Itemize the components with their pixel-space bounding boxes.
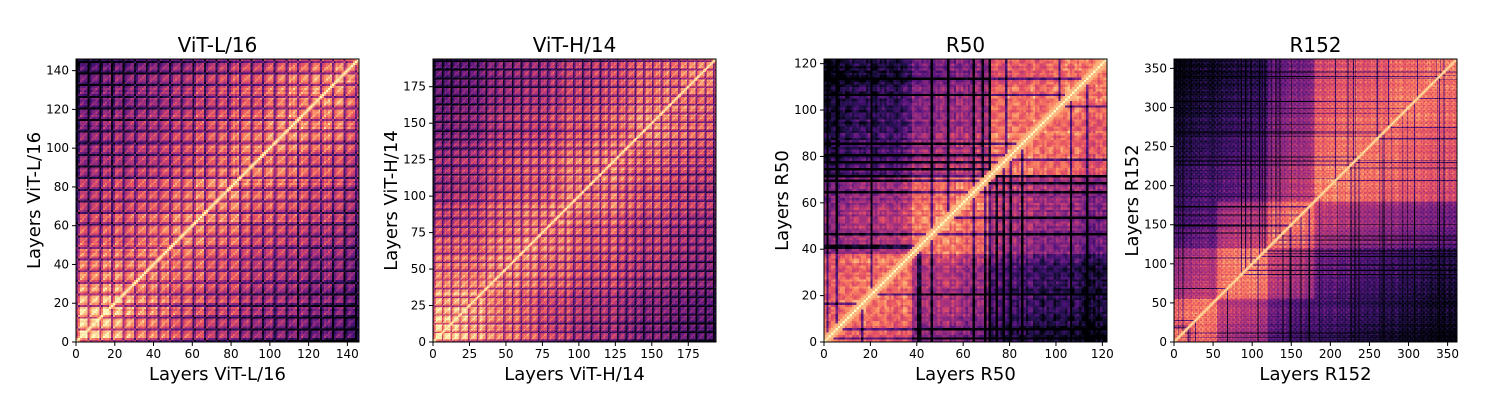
y-tick-label: 150 — [403, 116, 426, 130]
x-axis-label: Layers ViT-H/14 — [504, 364, 645, 385]
y-axis-label: Layers R50 — [772, 150, 793, 251]
y-tick-label: 40 — [802, 242, 817, 256]
heatmap-image — [1174, 59, 1457, 342]
x-tick-label: 60 — [956, 347, 971, 361]
x-tick-label: 20 — [863, 347, 878, 361]
x-tick-label: 300 — [1397, 347, 1420, 361]
y-tick-label: 100 — [794, 103, 817, 117]
x-tick-label: 50 — [498, 347, 513, 361]
y-tick-label: 140 — [46, 64, 69, 78]
x-tick-label: 350 — [1436, 347, 1459, 361]
y-tick-label: 25 — [411, 299, 426, 313]
plot-frame — [1173, 58, 1458, 343]
y-tick-label: 75 — [411, 226, 426, 240]
x-tick-label: 0 — [72, 347, 80, 361]
heatmap-panel-1: ViT-L/16 Layers ViT-L/16 Layers ViT-L/16 00… — [24, 33, 360, 385]
y-tick-label: 150 — [1144, 218, 1167, 232]
y-tick-label: 120 — [794, 57, 817, 71]
x-tick-label: 150 — [1280, 347, 1303, 361]
y-tick-label: 80 — [802, 149, 817, 163]
panel-title: ViT-H/14 — [533, 33, 617, 57]
y-tick-label: 50 — [1152, 296, 1167, 310]
x-tick-label: 100 — [1241, 347, 1264, 361]
x-axis-label: Layers ViT-L/16 — [149, 364, 286, 385]
y-tick-label: 100 — [46, 141, 69, 155]
y-tick-label: 50 — [411, 262, 426, 276]
x-tick-label: 75 — [535, 347, 550, 361]
x-tick-label: 250 — [1358, 347, 1381, 361]
heatmap-image — [76, 59, 359, 342]
x-tick-label: 140 — [336, 347, 359, 361]
x-tick-label: 0 — [820, 347, 828, 361]
y-tick-label: 200 — [1144, 179, 1167, 193]
y-tick-label: 20 — [54, 296, 69, 310]
plot-frame — [432, 58, 717, 343]
x-tick-label: 80 — [223, 347, 238, 361]
heatmap-panel-2: ViT-H/14 Layers ViT-H/14 Layers ViT-H/14 00… — [381, 33, 717, 385]
x-axis-label: Layers R152 — [1259, 364, 1371, 385]
x-tick-label: 25 — [462, 347, 477, 361]
y-axis-label: Layers R152 — [1122, 144, 1143, 256]
heatmap-image — [433, 59, 716, 342]
x-tick-label: 200 — [1319, 347, 1342, 361]
x-tick-label: 40 — [909, 347, 924, 361]
x-tick-label: 50 — [1205, 347, 1220, 361]
y-tick-label: 0 — [61, 335, 69, 349]
y-tick-label: 175 — [403, 80, 426, 94]
y-tick-label: 80 — [54, 180, 69, 194]
x-tick-label: 100 — [1045, 347, 1068, 361]
x-tick-label: 20 — [107, 347, 122, 361]
x-tick-label: 125 — [604, 347, 627, 361]
x-tick-label: 120 — [297, 347, 320, 361]
y-tick-label: 60 — [54, 219, 69, 233]
heatmap-panel-3: R50 Layers R50 Layers R50 00 20 20 40 40 60 60 80 8… — [772, 33, 1114, 385]
x-tick-label: 150 — [640, 347, 663, 361]
x-axis-label: Layers R50 — [915, 364, 1016, 385]
y-tick-label: 20 — [802, 289, 817, 303]
y-tick-label: 0 — [809, 335, 817, 349]
y-tick-label: 60 — [802, 196, 817, 210]
x-tick-label: 60 — [185, 347, 200, 361]
y-tick-label: 100 — [1144, 257, 1167, 271]
y-tick-label: 0 — [1159, 335, 1167, 349]
heatmap-panel-4: R152 Layers R152 Layers R152 00 50 50 100 100 15… — [1122, 33, 1459, 385]
x-tick-label: 40 — [146, 347, 161, 361]
x-tick-label: 100 — [258, 347, 281, 361]
x-tick-label: 80 — [1002, 347, 1017, 361]
panel-title: R152 — [1289, 33, 1341, 57]
plot-frame — [75, 58, 360, 343]
panel-title: ViT-L/16 — [178, 33, 258, 57]
panel-title: R50 — [946, 33, 985, 57]
y-tick-label: 120 — [46, 102, 69, 116]
y-tick-label: 250 — [1144, 140, 1167, 154]
y-tick-label: 40 — [54, 257, 69, 271]
y-axis-label: Layers ViT-H/14 — [381, 130, 402, 271]
heatmap-image — [824, 59, 1107, 342]
x-tick-label: 0 — [1170, 347, 1178, 361]
y-tick-label: 350 — [1144, 61, 1167, 75]
y-tick-label: 0 — [418, 335, 426, 349]
x-tick-label: 120 — [1091, 347, 1114, 361]
x-tick-label: 0 — [429, 347, 437, 361]
y-tick-label: 300 — [1144, 100, 1167, 114]
y-tick-label: 125 — [403, 153, 426, 167]
plot-frame — [823, 58, 1108, 343]
x-tick-label: 175 — [677, 347, 700, 361]
y-tick-label: 100 — [403, 189, 426, 203]
y-axis-label: Layers ViT-L/16 — [24, 132, 45, 269]
x-tick-label: 100 — [567, 347, 590, 361]
